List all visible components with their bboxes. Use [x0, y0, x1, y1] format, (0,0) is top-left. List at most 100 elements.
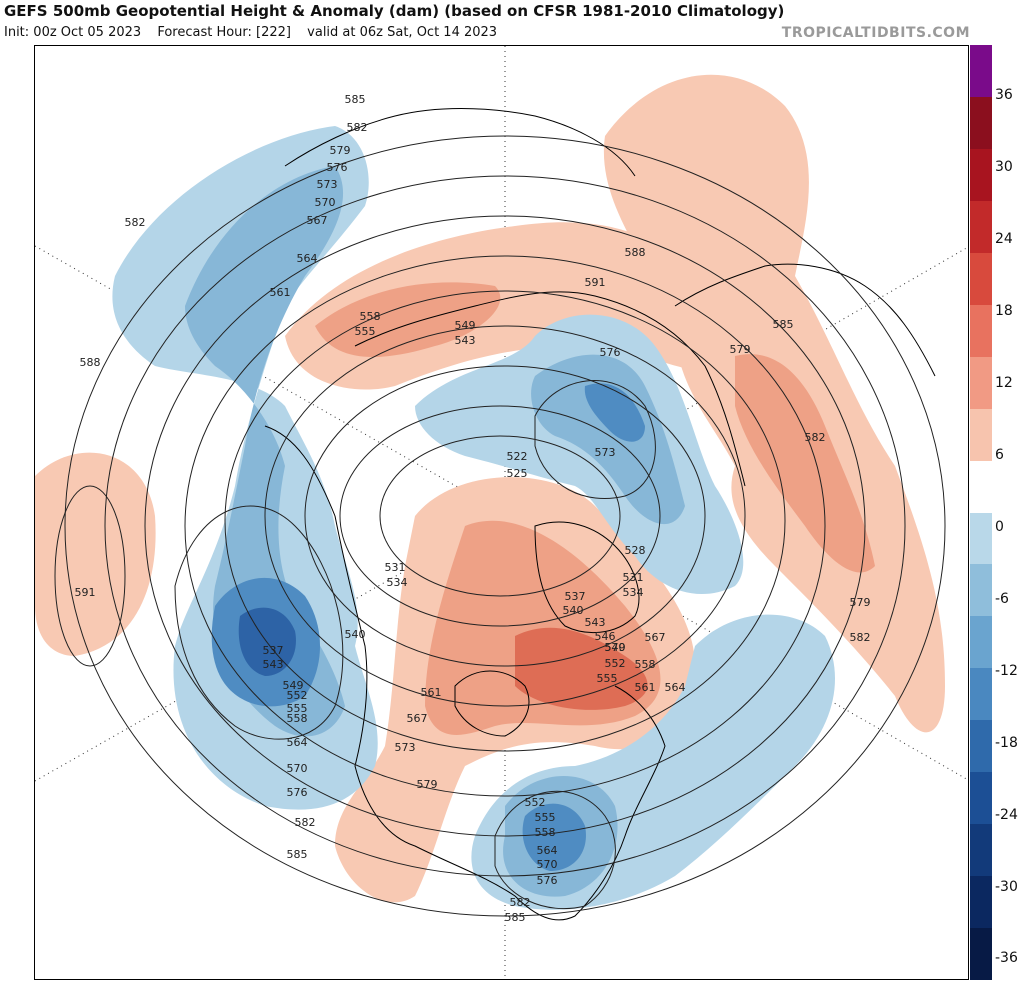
colorbar-label: 24	[995, 231, 1013, 248]
contour-label: 561	[635, 681, 656, 694]
contour-ring	[64, 135, 946, 917]
contour-label: 585	[505, 911, 526, 924]
contour-label: 582	[295, 816, 316, 829]
contour-label: 564	[297, 252, 318, 265]
contour-label: 582	[125, 216, 146, 229]
anomaly-cold-eastus-core	[522, 803, 586, 871]
site-watermark: TROPICALTIDBITS.COM	[781, 25, 970, 41]
contour-label: 579	[417, 778, 438, 791]
contour-label: 561	[270, 286, 291, 299]
colorbar-segment	[970, 720, 992, 773]
contour-label: 573	[317, 178, 338, 191]
height-contours	[54, 135, 946, 917]
anomaly-cold-gulf-deep	[238, 607, 296, 676]
contour-label: 570	[537, 858, 558, 871]
colorbar-segment	[970, 356, 992, 410]
contour-label: 558	[287, 712, 308, 725]
contour-label: 564	[287, 736, 308, 749]
contour-label: 558	[635, 658, 656, 671]
contour-ring	[104, 175, 906, 877]
contour-label: 555	[355, 325, 376, 338]
colorbar-segment	[970, 616, 992, 669]
contour-label: 585	[345, 93, 366, 106]
contour-label: 582	[850, 631, 871, 644]
contour-label: 555	[597, 672, 618, 685]
coastline-arctic	[354, 291, 746, 487]
contour-label: 585	[773, 318, 794, 331]
colorbar-segment	[970, 200, 992, 254]
colorbar-label: 36	[995, 87, 1013, 104]
contour-label: 585	[287, 848, 308, 861]
colorbar-label: -18	[995, 734, 1018, 751]
contour-label: 522	[507, 450, 528, 463]
contour-label: 552	[605, 657, 626, 670]
contour-high-west-pacific	[54, 485, 126, 667]
contour-label: 546	[595, 630, 616, 643]
chart-subtitle: Init: 00z Oct 05 2023 Forecast Hour: [22…	[4, 25, 509, 40]
contour-trough-gulf	[174, 505, 344, 740]
contour-label: 558	[535, 826, 556, 839]
contour-label: 534	[387, 576, 408, 589]
contour-label: 570	[315, 196, 336, 209]
contour-label: 573	[395, 741, 416, 754]
contour-label: 588	[625, 246, 646, 259]
colorbar-segment	[970, 45, 992, 98]
coastlines	[264, 108, 936, 921]
chart-title: GEFS 500mb Geopotential Height & Anomaly…	[4, 2, 785, 20]
colorbar-segment	[970, 928, 992, 981]
forecast-hour: Forecast Hour: [222]	[157, 25, 292, 40]
valid-time: valid at 06z Sat, Oct 14 2023	[307, 25, 498, 40]
contour-label: 576	[537, 874, 558, 887]
colorbar-label: -6	[995, 590, 1009, 607]
colorbar-segment	[970, 772, 992, 825]
contour-label: 531	[623, 571, 644, 584]
positive-anomaly-shading	[35, 74, 945, 903]
contour-label: 588	[80, 356, 101, 369]
contour-label: 555	[535, 811, 556, 824]
colorbar-segment	[970, 304, 992, 358]
colorbar-label: -12	[995, 662, 1018, 679]
contour-label: 549	[455, 319, 476, 332]
contour-label: 537	[565, 590, 586, 603]
colorbar-segment	[970, 408, 992, 462]
contour-label: 537	[263, 644, 284, 657]
anomaly-warm-west-pacific	[35, 452, 156, 656]
anomaly-cold-arctic	[415, 314, 744, 595]
contour-label: 567	[407, 712, 428, 725]
contour-label: 549	[283, 679, 304, 692]
map-panel: 585 582 579 576 573 570 567 564 561 558 555 549 543 5…	[34, 45, 969, 980]
contour-label: 570	[605, 641, 626, 654]
anomaly-warm-canada-core	[515, 627, 648, 710]
contour-label: 552	[525, 796, 546, 809]
contour-label: 582	[510, 896, 531, 909]
contour-label: 579	[330, 144, 351, 157]
contour-ring	[304, 365, 706, 667]
coastline-europe	[674, 263, 936, 377]
anomaly-warm-siberia-core	[315, 282, 501, 358]
contour-ring	[339, 405, 661, 627]
colorbar-label: 6	[995, 446, 1004, 463]
contour-label: 591	[585, 276, 606, 289]
contour-label: 561	[421, 686, 442, 699]
contour-trough-eastus	[494, 790, 616, 910]
contour-label: 558	[360, 310, 381, 323]
colorbar-label: 30	[995, 159, 1013, 176]
colorbar-segment	[970, 460, 992, 513]
contour-label: 540	[345, 628, 366, 641]
colorbar-label: -24	[995, 806, 1018, 823]
colorbar-segment	[970, 96, 992, 150]
contour-label: 582	[347, 121, 368, 134]
anomaly-warm-europe-core	[735, 354, 875, 573]
contour-label: 579	[730, 343, 751, 356]
anomaly-cold-arctic-core	[584, 383, 645, 442]
colorbar-label: -36	[995, 950, 1018, 967]
contour-label: 573	[595, 446, 616, 459]
colorbar-segment	[970, 876, 992, 929]
contour-label: 576	[287, 786, 308, 799]
contour-label: 567	[307, 214, 328, 227]
contour-label: 528	[625, 544, 646, 557]
colorbar-segment	[970, 564, 992, 617]
negative-anomaly-shading	[112, 126, 835, 910]
contour-low-arctic	[534, 380, 656, 500]
